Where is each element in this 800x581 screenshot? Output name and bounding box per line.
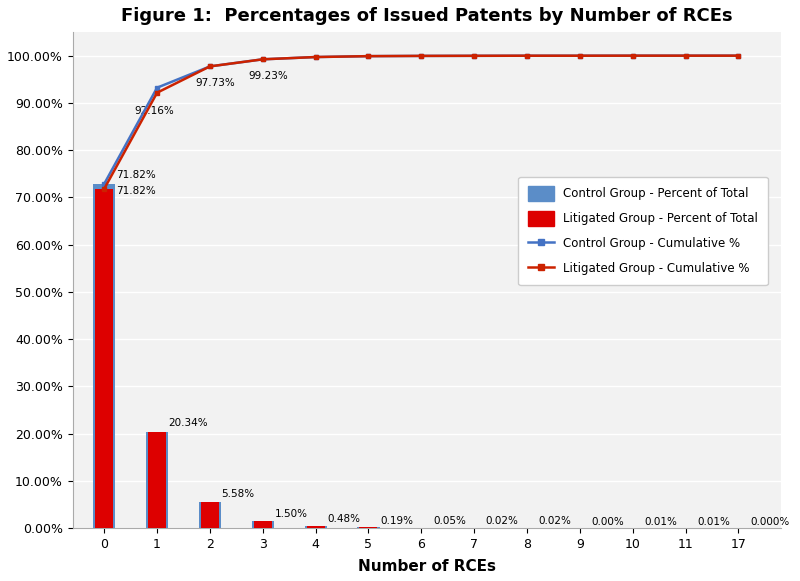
Control Group - Cumulative % [628,52,638,59]
Text: 99.23%: 99.23% [248,71,288,81]
Bar [252,521,274,528]
Bar [359,527,378,528]
Bar [201,501,219,528]
Bar [306,526,325,528]
Litigated Group - Cumulative % [205,63,214,70]
Text: 71.82%: 71.82% [116,186,156,196]
Litigated Group - Cumulative % [575,52,585,59]
Bar [146,432,168,528]
Bar [254,521,272,528]
Legend: Control Group - Percent of Total, Litigated Group - Percent of Total, Control Gr: Control Group - Percent of Total, Litiga… [518,177,768,285]
Litigated Group - Cumulative % [522,52,532,59]
Bar [95,189,114,528]
Litigated Group - Cumulative % [417,52,426,59]
Text: 71.82%: 71.82% [116,170,156,180]
Text: 97.73%: 97.73% [195,78,235,88]
Control Group - Cumulative % [311,53,321,60]
Line: Control Group - Cumulative %: Control Group - Cumulative % [102,53,741,186]
Litigated Group - Cumulative % [628,52,638,59]
Bar [148,432,166,528]
Text: 20.34%: 20.34% [169,418,208,428]
Control Group - Cumulative % [258,56,267,63]
Litigated Group - Cumulative % [470,52,479,59]
Text: 5.58%: 5.58% [222,489,254,499]
Control Group - Cumulative % [364,53,374,60]
Text: 0.02%: 0.02% [486,517,518,526]
Control Group - Cumulative % [575,52,585,59]
Litigated Group - Cumulative % [152,89,162,96]
Text: 0.19%: 0.19% [380,516,413,526]
Control Group - Cumulative % [681,52,690,59]
Litigated Group - Cumulative % [99,185,109,192]
Control Group - Cumulative % [734,52,743,59]
X-axis label: Number of RCEs: Number of RCEs [358,559,495,574]
Litigated Group - Cumulative % [681,52,690,59]
Litigated Group - Cumulative % [258,56,267,63]
Text: 1.50%: 1.50% [274,510,307,519]
Text: 0.01%: 0.01% [644,517,677,526]
Bar [93,184,115,528]
Text: 0.02%: 0.02% [538,517,571,526]
Text: 0.05%: 0.05% [433,517,466,526]
Bar [305,526,326,528]
Line: Litigated Group - Cumulative %: Litigated Group - Cumulative % [102,53,741,191]
Control Group - Cumulative % [205,63,214,70]
Text: 92.16%: 92.16% [134,106,174,116]
Litigated Group - Cumulative % [734,52,743,59]
Text: 0.48%: 0.48% [327,514,360,524]
Title: Figure 1:  Percentages of Issued Patents by Number of RCEs: Figure 1: Percentages of Issued Patents … [121,7,733,25]
Control Group - Cumulative % [470,52,479,59]
Text: 0.00%: 0.00% [591,517,624,526]
Control Group - Cumulative % [522,52,532,59]
Text: 0.000%: 0.000% [750,517,790,526]
Litigated Group - Cumulative % [311,53,321,60]
Control Group - Cumulative % [152,84,162,91]
Control Group - Cumulative % [417,52,426,59]
Bar [199,501,221,528]
Control Group - Cumulative % [99,180,109,187]
Text: 0.01%: 0.01% [697,517,730,526]
Bar [358,527,379,528]
Litigated Group - Cumulative % [364,53,374,60]
